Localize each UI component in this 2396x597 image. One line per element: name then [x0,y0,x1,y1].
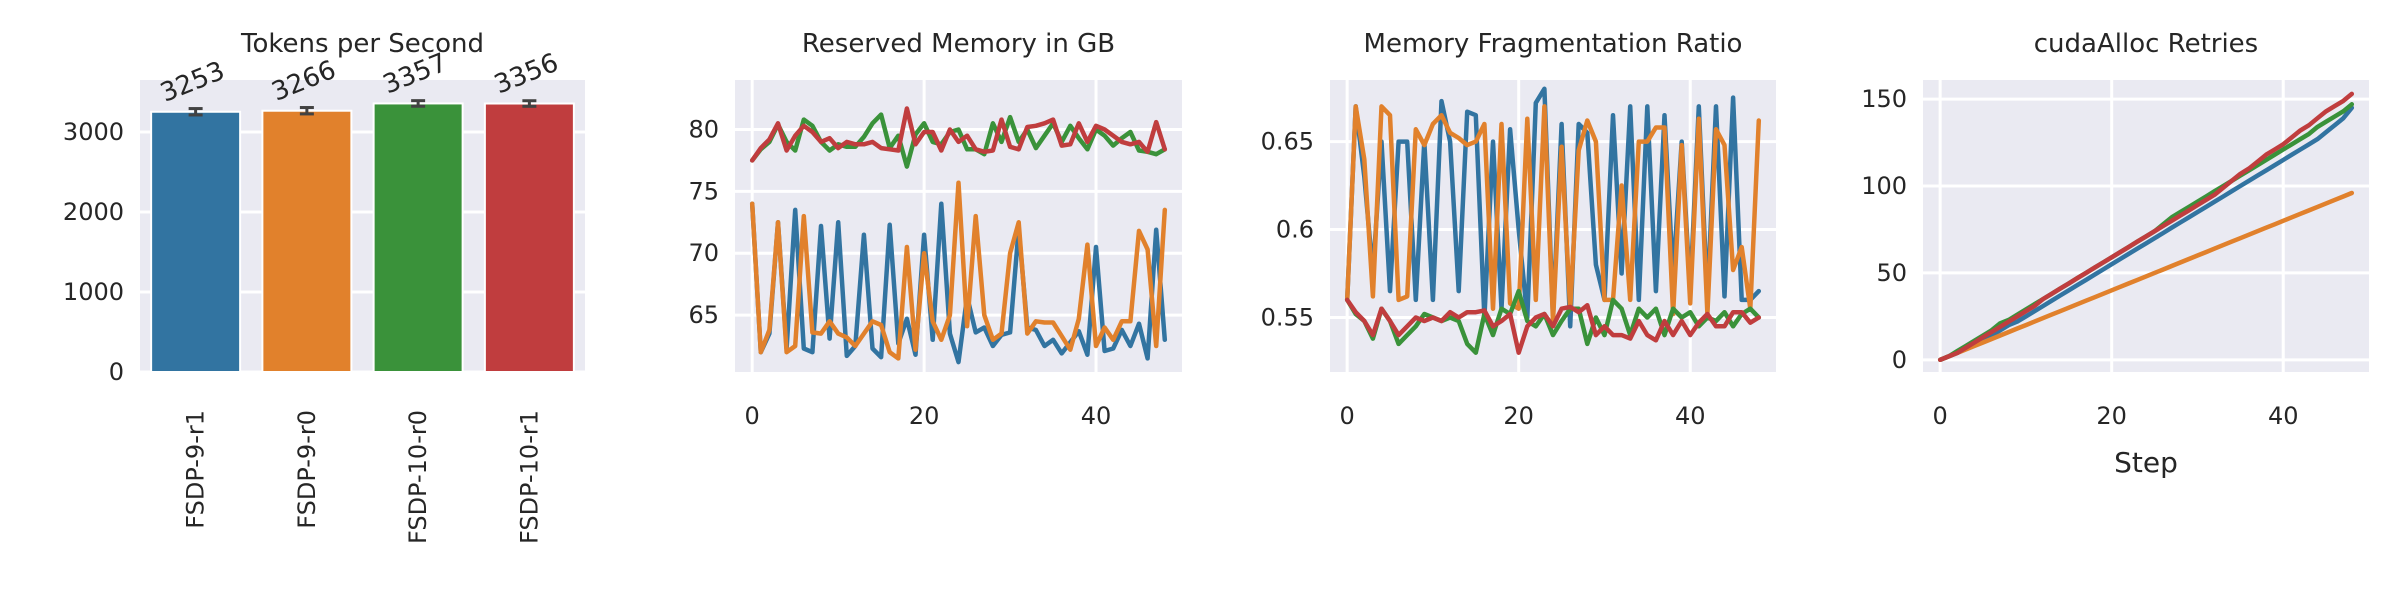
series-line-4 [1937,91,2355,363]
x-tick-label: FSDP-9-r0 [293,410,321,529]
series-line-2 [1937,190,2355,363]
panel-3: 0.55 0.6 0.65 Memory Fragmentation Ratio 0 20… [1261,29,1776,430]
x-tick-label: 40 [1675,402,1706,430]
series-line-4 [1344,297,1762,355]
y-tick-label: 1000 [63,278,124,306]
y-tick-label: 0 [109,358,124,386]
x-tick-label: 20 [1503,402,1534,430]
y-tick-label: 0.55 [1261,303,1314,331]
series-line-3 [1344,288,1762,355]
y-tick-label: 2000 [63,198,124,226]
series-line-2 [749,180,1168,361]
series-line-4 [749,106,1168,163]
panel-title: Memory Fragmentation Ratio [1364,29,1743,59]
plot-area [1923,80,2369,372]
x-tick-label: 0 [1340,402,1355,430]
bar [483,102,575,374]
y-tick-label: 75 [688,177,719,205]
panel-4: 0 50 100 150 cudaAlloc Retries 0 20 40 Step [1861,29,2369,479]
x-tick-label: 20 [909,402,940,430]
series-line-1 [1937,105,2355,363]
panel-title: Tokens per Second [240,29,484,59]
y-tick-label: 0.6 [1276,216,1314,244]
y-tick-label: 0.65 [1261,128,1314,156]
y-tick-label: 80 [688,115,719,143]
panel-2: 65 70 75 80 Reserved Memory in GB 0 20 40 [688,29,1182,430]
y-tick-label: 50 [1876,259,1907,287]
x-tick-label: 40 [1081,402,1112,430]
bar [261,109,353,373]
series-line-2 [1344,104,1762,324]
x-tick-label: 0 [745,402,760,430]
y-tick-label: 70 [688,239,719,267]
panel-title: Reserved Memory in GB [802,29,1115,59]
x-tick-label: FSDP-10-r1 [515,410,543,544]
x-tick-label: 40 [2268,402,2299,430]
bar [150,110,242,373]
y-tick-label: 150 [1861,85,1907,113]
x-tick-label: 0 [1933,402,1948,430]
x-tick-label: FSDP-9-r1 [182,410,210,529]
panel-title: cudaAlloc Retries [2034,29,2258,59]
series-line-1 [749,201,1168,365]
bar [372,102,464,373]
x-tick-label: 20 [2096,402,2127,430]
y-tick-label: 65 [688,301,719,329]
x-tick-label: FSDP-10-r0 [404,410,432,544]
y-tick-label: 0 [1892,346,1907,374]
x-axis-label: Step [2114,446,2178,479]
y-tick-label: 100 [1861,172,1907,200]
y-tick-label: 3000 [63,118,124,146]
